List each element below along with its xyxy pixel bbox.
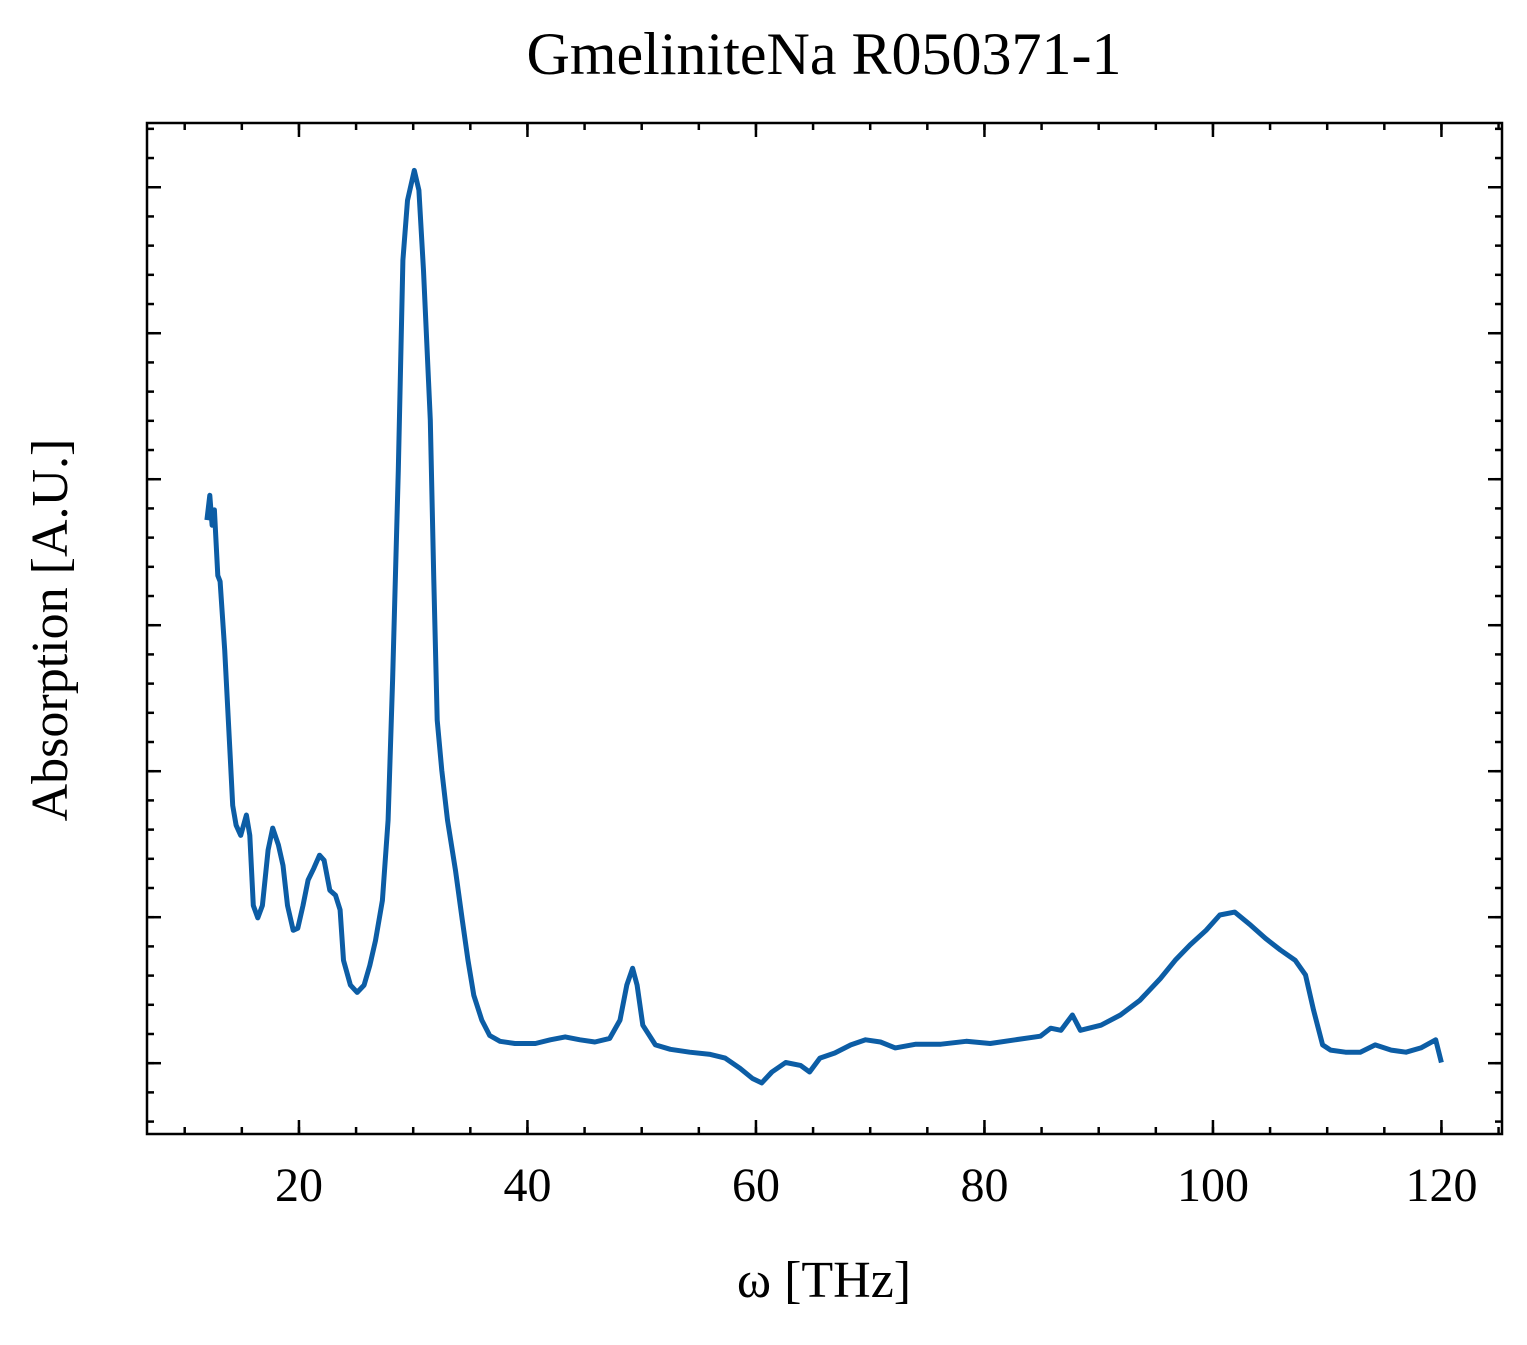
x-tick-label: 80 [960,1159,1008,1212]
x-tick-label: 60 [732,1159,780,1212]
y-axis-label: Absorption [A.U.] [22,439,79,822]
x-axis-label: ω [THz] [737,1252,911,1309]
data-line [204,167,1444,1086]
x-tick-label: 120 [1405,1159,1477,1212]
x-tick-label: 40 [503,1159,551,1212]
chart-title: GmeliniteNa R050371-1 [527,21,1122,87]
plot-frame [145,121,1504,1136]
x-tick-label: 20 [275,1159,323,1212]
x-tick-label: 100 [1177,1159,1249,1212]
